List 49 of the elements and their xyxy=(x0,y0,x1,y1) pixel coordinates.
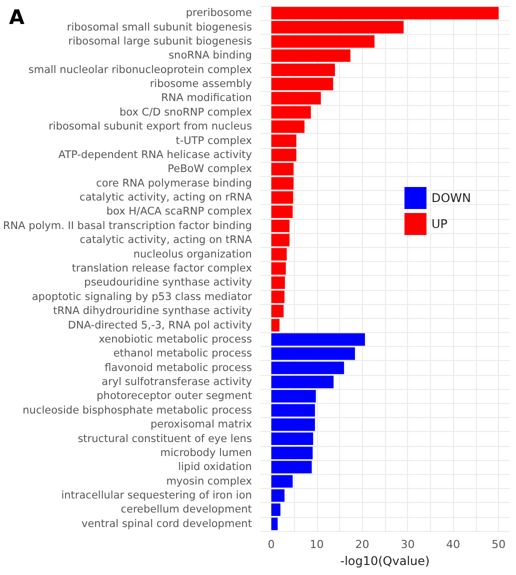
y-tick-label: nucleolus organization xyxy=(133,248,252,260)
x-tick-label: 0 xyxy=(268,538,275,551)
x-tick-label: 10 xyxy=(310,538,324,551)
y-tick-label: RNA polym. II basal transcription factor binding xyxy=(2,220,252,232)
y-tick-label: tRNA dihydrouridine synthase activity xyxy=(53,305,252,318)
y-tick-label: microbody lumen xyxy=(160,446,252,459)
y-tick-label: structural constituent of eye lens xyxy=(78,432,252,445)
y-tick-label: preribosome xyxy=(186,7,252,20)
y-tick-label: photoreceptor outer segment xyxy=(96,390,252,402)
bar xyxy=(271,262,286,275)
y-tick-label: box H/ACA scaRNP complex xyxy=(106,206,252,218)
y-tick-label: lipid oxidation xyxy=(178,461,252,474)
y-tick-label: ventral spinal cord development xyxy=(81,518,252,530)
y-tick-label: t-UTP complex xyxy=(176,134,252,147)
y-tick-label: ribosomal small subunit biogenesis xyxy=(66,21,252,34)
x-axis-title: -log10(Qvalue) xyxy=(340,554,430,568)
y-tick-label: ribosomal subunit export from nucleus xyxy=(48,120,252,133)
y-tick-label: pseudouridine synthase activity xyxy=(84,276,252,289)
x-tick-label: 20 xyxy=(355,538,370,551)
legend-label: UP xyxy=(431,217,448,231)
y-tick-label: ethanol metabolic process xyxy=(113,348,252,360)
bar xyxy=(271,333,365,346)
y-tick-label: ribosome assembly xyxy=(150,78,252,90)
legend-label: DOWN xyxy=(431,191,472,205)
x-tick-label: 30 xyxy=(400,538,415,551)
y-tick-label: RNA modification xyxy=(161,92,252,104)
y-tick-label: peroxisomal matrix xyxy=(150,418,252,431)
y-tick-label: box C/D snoRNP complex xyxy=(119,106,252,118)
y-tick-label: catalytic activity, acting on rRNA xyxy=(80,192,253,204)
y-tick-label: ribosomal large subunit biogenesis xyxy=(68,35,252,48)
y-tick-label: snoRNA binding xyxy=(168,50,252,62)
y-tick-label: small nucleolar ribonucleoprotein complex xyxy=(28,64,252,76)
y-tick-label: DNA-directed 5,-3, RNA pol activity xyxy=(68,319,252,332)
y-tick-label: aryl sulfotransferase activity xyxy=(102,376,252,388)
y-tick-label: ATP-dependent RNA helicase activity xyxy=(58,148,252,161)
y-tick-label: myosin complex xyxy=(166,475,252,488)
y-tick-label: xenobiotic metabolic process xyxy=(98,333,252,346)
y-tick-label: cerebellum development xyxy=(120,504,252,516)
x-tick-label: 50 xyxy=(492,538,506,551)
y-tick-label: translation release factor complex xyxy=(72,262,252,274)
y-tick-label: PeBoW complex xyxy=(168,163,252,176)
y-tick-label: core RNA polymerase binding xyxy=(96,177,252,190)
y-tick-label: apoptotic signaling by p53 class mediator xyxy=(32,290,253,303)
y-tick-label: nucleoside bisphosphate metabolic process xyxy=(22,404,252,416)
y-tick-label: catalytic activity, acting on tRNA xyxy=(80,234,253,246)
y-tick-label: intracellular sequestering of iron ion xyxy=(61,490,252,502)
x-tick-label: 40 xyxy=(446,538,460,551)
y-tick-label: flavonoid metabolic process xyxy=(104,362,252,374)
text: A xyxy=(9,5,25,29)
